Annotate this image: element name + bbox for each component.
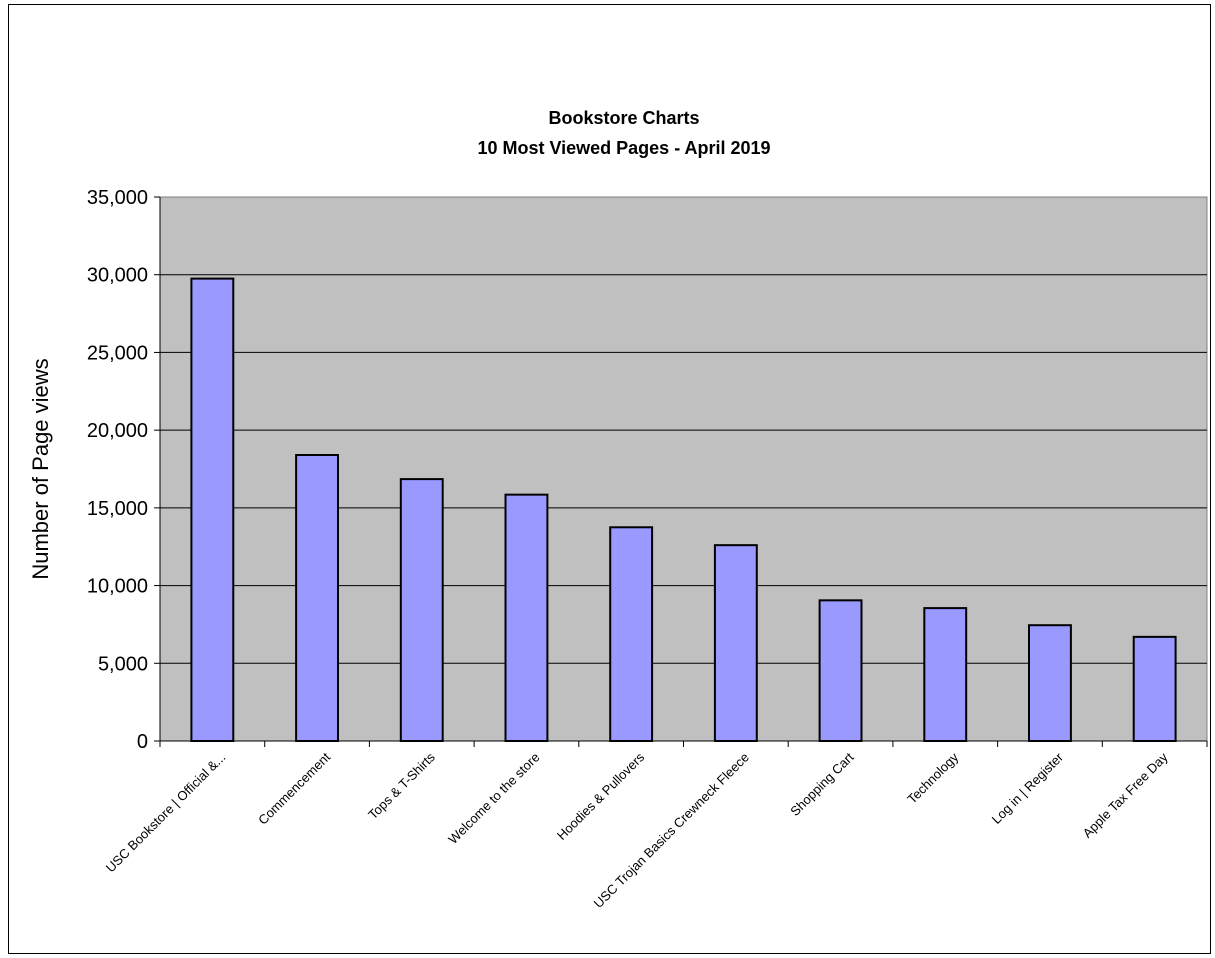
x-tick-label: Commencement <box>255 749 333 827</box>
y-tick-labels: 0 5,000 10,000 15,000 20,000 25,000 30,000 35,0… <box>87 187 148 753</box>
x-tick-label: Shopping Cart <box>787 749 857 819</box>
x-tick-label: Tops & T-Shirts <box>365 749 438 822</box>
bar <box>609 526 654 742</box>
y-tick-label: 10,000 <box>87 576 148 598</box>
bar <box>1132 635 1177 742</box>
bar <box>190 277 235 742</box>
bar <box>295 454 339 742</box>
y-tick-label: 15,000 <box>87 498 148 520</box>
bar <box>923 607 968 743</box>
y-tick-label: 0 <box>137 731 148 753</box>
y-tick-label: 5,000 <box>98 653 148 675</box>
x-tick-label: USC Bookstore | Official &... <box>103 750 229 876</box>
x-tick-label: Hoodies & Pullovers <box>554 749 648 843</box>
y-tick-label: 30,000 <box>87 265 148 287</box>
y-tick-label: 35,000 <box>87 187 148 209</box>
x-tick-label: Log in | Register <box>989 749 1067 827</box>
x-tick-label: Welcome to the store <box>445 750 542 847</box>
bars <box>190 277 1177 743</box>
y-tick-label: 20,000 <box>87 420 148 442</box>
x-tick-labels: USC Bookstore | Official &... Commencemen… <box>103 749 1171 911</box>
bar <box>1028 624 1072 742</box>
x-tick-label: Technology <box>904 749 961 806</box>
y-tick-label: 25,000 <box>87 342 148 364</box>
axes <box>154 196 1208 747</box>
bar <box>504 493 549 742</box>
bar <box>713 544 758 742</box>
y-axis-label: Number of Page views <box>28 358 53 579</box>
x-tick-label: Apple Tax Free Day <box>1080 749 1172 841</box>
chart-title: Bookstore Charts <box>548 108 699 128</box>
bar <box>399 478 444 742</box>
bar <box>818 599 863 743</box>
chart-subtitle: 10 Most Viewed Pages - April 2019 <box>477 138 770 158</box>
